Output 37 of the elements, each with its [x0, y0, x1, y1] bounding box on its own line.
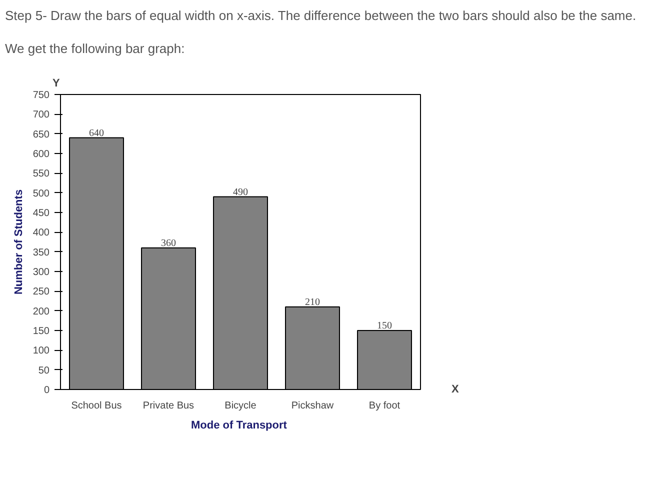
x-tick-label: Private Bus: [142, 400, 194, 412]
data-label: 640: [89, 127, 104, 138]
text: Y: [52, 77, 60, 90]
bar: [285, 306, 340, 390]
y-tick-label: 600: [32, 148, 50, 160]
y-tick-label: 0: [44, 384, 50, 396]
x-tick-label: School Bus: [71, 400, 122, 412]
data-label: 210: [305, 296, 320, 308]
bar: [357, 330, 412, 390]
bar: [141, 246, 196, 390]
y-tick-label: 750: [32, 90, 50, 101]
y-tick-label: 300: [32, 266, 50, 278]
bar: [213, 196, 268, 390]
x-tick-label: Pickshaw: [291, 400, 334, 412]
y-tick-label: 450: [32, 208, 50, 219]
x-tick-label: Bicycle: [224, 400, 257, 412]
text: X: [452, 383, 460, 396]
y-tick-label: 400: [32, 227, 50, 238]
bar: [69, 136, 124, 390]
y-axis-title: Number of Students: [12, 188, 25, 294]
data-label: 490: [233, 186, 248, 198]
data-label: 150: [377, 320, 392, 332]
y-tick-label: 100: [32, 345, 50, 356]
y-tick-label: 250: [32, 286, 50, 298]
chart-title: Step 5- Draw the bars of equal width on x-axis. The difference between the two bars should also be the same.: [5, 7, 636, 25]
x-axis-title: Mode of Transport: [191, 419, 288, 432]
chart-subtitle: We get the following bar graph:: [5, 40, 185, 58]
y-tick-label: 150: [32, 326, 50, 337]
y-tick-label: 700: [32, 109, 50, 120]
y-tick-label: 200: [32, 306, 50, 317]
y-tick-label: 50: [38, 364, 50, 376]
y-tick-label: 500: [32, 188, 50, 199]
y-tick-label: 650: [32, 128, 50, 140]
y-tick-label: 350: [32, 246, 50, 258]
y-tick-label: 550: [32, 168, 50, 180]
x-tick-label: By foot: [368, 400, 400, 412]
data-label: 360: [161, 237, 176, 248]
